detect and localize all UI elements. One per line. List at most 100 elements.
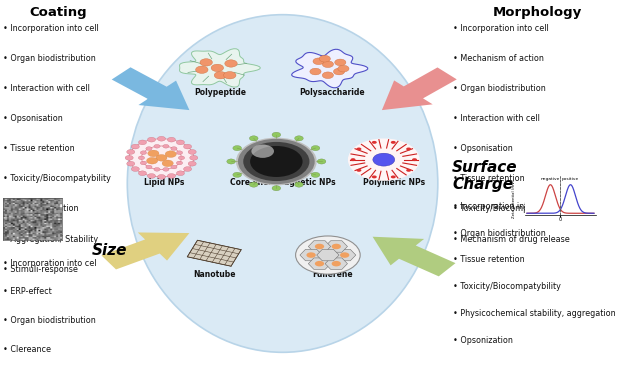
Polygon shape: [308, 258, 330, 269]
Circle shape: [250, 136, 258, 141]
Circle shape: [294, 136, 303, 141]
Circle shape: [310, 68, 321, 75]
Text: Polypeptide: Polypeptide: [194, 88, 247, 97]
Text: Size: Size: [92, 243, 127, 258]
Circle shape: [311, 146, 320, 151]
Circle shape: [332, 244, 341, 249]
Circle shape: [238, 139, 315, 184]
Circle shape: [294, 182, 303, 187]
Circle shape: [188, 149, 196, 154]
Circle shape: [171, 165, 177, 169]
Circle shape: [372, 175, 377, 178]
Text: Surface
Charge: Surface Charge: [452, 160, 518, 192]
Text: Fullerene: Fullerene: [312, 270, 353, 279]
Polygon shape: [325, 258, 348, 269]
Text: • Tissue retention: • Tissue retention: [453, 255, 525, 265]
Circle shape: [162, 160, 173, 167]
Polygon shape: [333, 249, 356, 261]
Text: • Opsonisation: • Opsonisation: [453, 144, 513, 153]
Text: • Tissue retention: • Tissue retention: [3, 144, 75, 153]
Text: • Tissue retention: • Tissue retention: [453, 174, 525, 184]
Text: • Organ biodistribution: • Organ biodistribution: [453, 229, 546, 238]
Polygon shape: [382, 68, 457, 110]
Circle shape: [406, 148, 411, 150]
Circle shape: [148, 150, 159, 157]
Circle shape: [147, 157, 158, 164]
Text: • ERP-effect: • ERP-effect: [3, 287, 52, 297]
Text: Morphology: Morphology: [492, 6, 582, 18]
Text: positive: positive: [562, 177, 579, 181]
Circle shape: [250, 146, 302, 177]
Text: • Opsonisation: • Opsonisation: [3, 114, 63, 123]
Circle shape: [131, 167, 139, 171]
Circle shape: [163, 145, 169, 148]
Circle shape: [125, 156, 133, 160]
Text: negative: negative: [541, 177, 560, 181]
Circle shape: [158, 137, 165, 141]
Text: • Incorporation into cell: • Incorporation into cell: [3, 24, 99, 33]
Text: • Aggregation/ Stability: • Aggregation/ Stability: [3, 235, 98, 244]
Polygon shape: [188, 240, 241, 266]
Circle shape: [176, 161, 183, 165]
Circle shape: [322, 61, 333, 68]
Text: • Toxicity/Biocompatybility: • Toxicity/Biocompatybility: [3, 174, 111, 184]
Circle shape: [138, 140, 147, 145]
Circle shape: [196, 66, 208, 73]
Circle shape: [356, 148, 361, 150]
Circle shape: [225, 60, 237, 67]
Polygon shape: [179, 49, 260, 87]
Circle shape: [146, 165, 152, 169]
Text: • Toxicity/Biocompatybility: • Toxicity/Biocompatybility: [453, 204, 561, 214]
Text: • Stimuli-response: • Stimuli-response: [3, 265, 78, 274]
Text: • Incorporation into cell: • Incorporation into cell: [453, 202, 549, 211]
Circle shape: [129, 139, 194, 177]
Ellipse shape: [127, 15, 438, 352]
Text: Coating: Coating: [29, 6, 86, 18]
Text: Nanotube: Nanotube: [193, 270, 235, 279]
Circle shape: [147, 137, 155, 142]
Circle shape: [356, 169, 361, 172]
Text: • Interaction with cell: • Interaction with cell: [453, 114, 540, 123]
Circle shape: [372, 141, 377, 144]
Circle shape: [138, 156, 145, 160]
Circle shape: [243, 142, 309, 181]
Circle shape: [171, 147, 177, 150]
Circle shape: [391, 141, 396, 144]
Text: Core-shell Magnetic NPs: Core-shell Magnetic NPs: [230, 178, 335, 187]
Circle shape: [168, 174, 176, 178]
Circle shape: [127, 149, 135, 154]
Circle shape: [272, 132, 281, 137]
Circle shape: [335, 59, 346, 66]
Circle shape: [391, 175, 396, 178]
Circle shape: [178, 156, 184, 160]
Circle shape: [233, 172, 242, 177]
Circle shape: [340, 252, 350, 258]
Circle shape: [142, 146, 181, 170]
Text: Zeta potential (mV): Zeta potential (mV): [512, 180, 515, 218]
Circle shape: [211, 64, 224, 72]
Circle shape: [190, 156, 197, 160]
Circle shape: [406, 169, 411, 172]
Circle shape: [252, 145, 274, 158]
Text: • Incorporation into cell: • Incorporation into cell: [453, 24, 549, 33]
Circle shape: [315, 261, 324, 266]
Circle shape: [176, 140, 184, 145]
Circle shape: [154, 145, 160, 148]
Polygon shape: [112, 67, 189, 110]
Circle shape: [311, 172, 320, 177]
Circle shape: [224, 72, 236, 79]
Circle shape: [127, 161, 135, 166]
Polygon shape: [308, 241, 330, 252]
Circle shape: [163, 167, 169, 171]
Circle shape: [333, 68, 345, 75]
Circle shape: [154, 167, 160, 171]
Circle shape: [236, 138, 317, 185]
Text: • Mechanism of drug release: • Mechanism of drug release: [453, 235, 570, 244]
Circle shape: [313, 58, 324, 65]
Text: • Organ biodistribution: • Organ biodistribution: [453, 84, 546, 93]
Circle shape: [250, 182, 258, 187]
Circle shape: [338, 65, 349, 72]
Circle shape: [350, 158, 355, 161]
Circle shape: [140, 151, 147, 155]
Text: • Functionalization: • Functionalization: [3, 204, 79, 214]
